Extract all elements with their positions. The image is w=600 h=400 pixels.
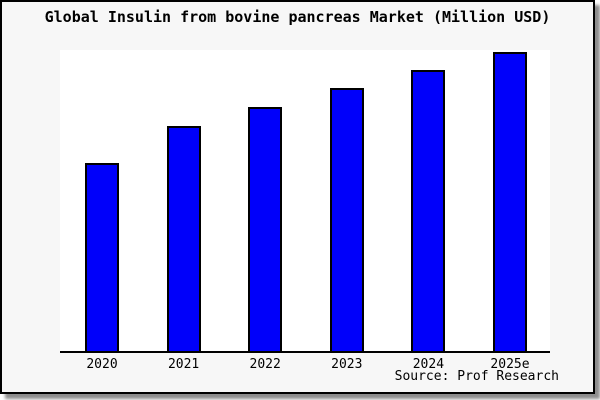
bar-2023 <box>329 88 364 351</box>
bar-2021 <box>166 126 201 351</box>
source-note: Source: Prof Research <box>394 369 559 384</box>
chart-title: Global Insulin from bovine pancreas Mark… <box>44 8 551 26</box>
chart-frame: Global Insulin from bovine pancreas Mark… <box>0 0 595 394</box>
x-tick-label-2022: 2022 <box>249 357 281 372</box>
x-tick-label-2020: 2020 <box>86 357 118 372</box>
x-tick-label-2025e: 2025e <box>490 357 530 372</box>
bar-2022 <box>248 107 283 351</box>
bar-2024 <box>411 70 446 351</box>
x-tick-label-2021: 2021 <box>167 357 200 372</box>
bar-2020 <box>85 163 119 351</box>
x-tick-label-2023: 2023 <box>331 357 363 372</box>
x-axis-labels: 2020 2021 2022 2023 2024 2025e <box>2 357 593 373</box>
x-tick-label-2024: 2024 <box>412 357 445 372</box>
plot-area <box>60 50 550 353</box>
bar-2025e <box>493 52 527 351</box>
